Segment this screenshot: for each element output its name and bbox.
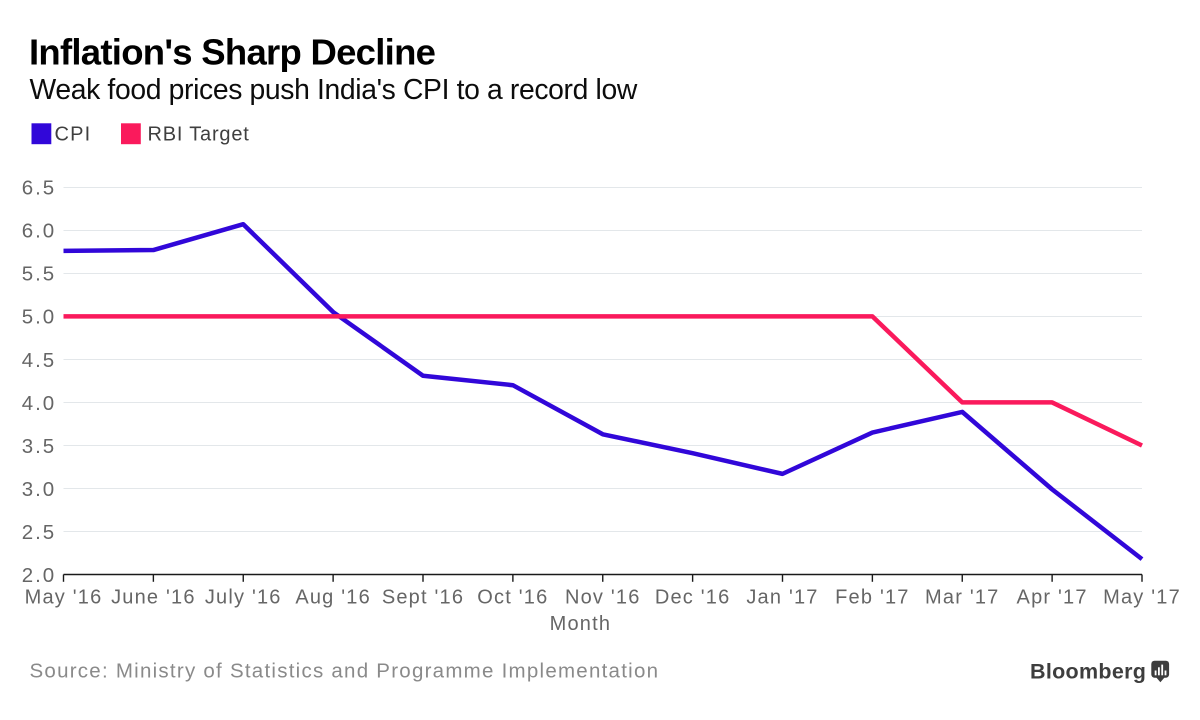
svg-text:Feb '17: Feb '17 <box>835 587 909 609</box>
svg-text:Oct '16: Oct '16 <box>477 587 548 609</box>
svg-text:Bloomberg: Bloomberg <box>1030 660 1146 684</box>
svg-text:2.0: 2.0 <box>22 564 56 587</box>
svg-text:Dec '16: Dec '16 <box>655 587 731 609</box>
svg-text:Sept '16: Sept '16 <box>382 587 464 609</box>
svg-text:Mar '17: Mar '17 <box>925 587 999 609</box>
svg-text:CPI: CPI <box>55 123 92 145</box>
svg-text:RBI Target: RBI Target <box>148 123 250 145</box>
svg-text:4.5: 4.5 <box>22 349 56 372</box>
svg-text:3.0: 3.0 <box>22 478 56 501</box>
svg-text:5.0: 5.0 <box>22 306 56 329</box>
svg-text:2.5: 2.5 <box>22 521 56 544</box>
svg-text:Source: Ministry of Statistics: Source: Ministry of Statistics and Progr… <box>30 660 660 683</box>
svg-text:May '16: May '16 <box>25 587 103 609</box>
svg-text:Aug '16: Aug '16 <box>295 587 371 609</box>
svg-text:Weak food prices push India's: Weak food prices push India's CPI to a r… <box>30 73 638 105</box>
svg-text:July '16: July '16 <box>205 587 282 609</box>
svg-text:5.5: 5.5 <box>22 263 56 286</box>
svg-text:Jan '17: Jan '17 <box>746 587 818 609</box>
svg-text:6.5: 6.5 <box>22 177 56 200</box>
svg-text:6.0: 6.0 <box>22 220 56 243</box>
svg-text:June '16: June '16 <box>111 587 196 609</box>
svg-text:Inflation's Sharp Decline: Inflation's Sharp Decline <box>29 31 436 72</box>
svg-text:4.0: 4.0 <box>22 392 56 415</box>
svg-text:May '17: May '17 <box>1103 587 1181 609</box>
svg-text:Apr '17: Apr '17 <box>1017 587 1088 609</box>
svg-text:Month: Month <box>550 613 612 635</box>
svg-text:Nov '16: Nov '16 <box>565 587 641 609</box>
svg-text:3.5: 3.5 <box>22 435 56 458</box>
